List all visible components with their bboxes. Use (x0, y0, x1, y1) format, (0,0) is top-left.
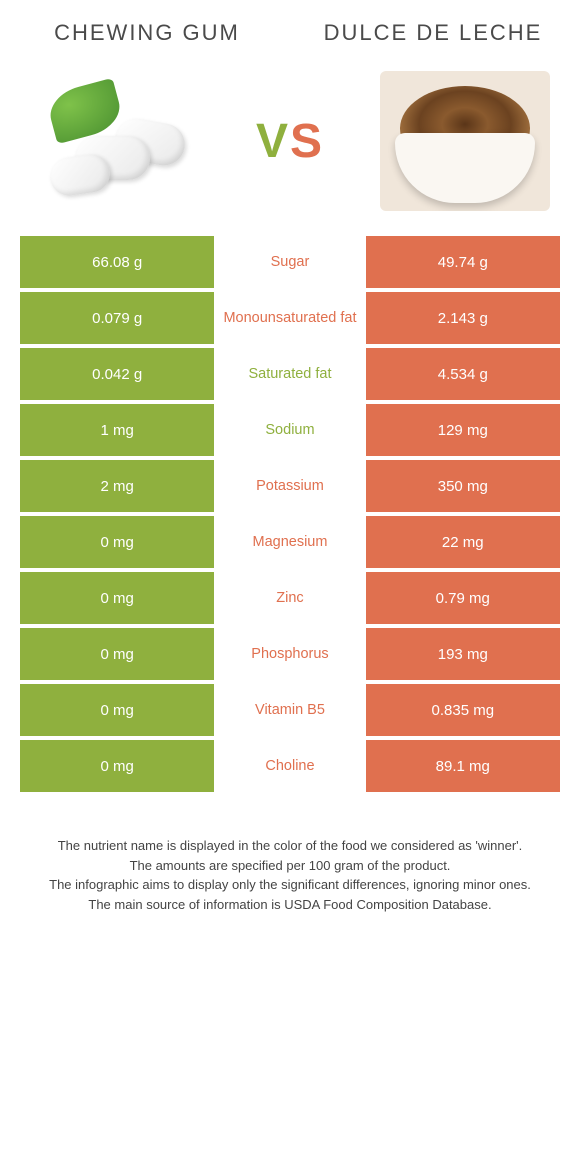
vs-label: VS (256, 114, 324, 169)
nutrient-label: Potassium (214, 460, 365, 512)
nutrient-label: Sugar (214, 236, 365, 288)
right-value: 0.835 mg (366, 684, 560, 736)
image-row: VS (0, 56, 580, 236)
header: CHEWING GUM DULCE DE LECHE (0, 0, 580, 56)
chewing-gum-icon (35, 81, 195, 201)
left-value: 0 mg (20, 684, 214, 736)
footer-line: The nutrient name is displayed in the co… (30, 836, 550, 856)
nutrient-label: Choline (214, 740, 365, 792)
right-value: 4.534 g (366, 348, 560, 400)
nutrient-label: Vitamin B5 (214, 684, 365, 736)
left-value: 2 mg (20, 460, 214, 512)
table-row: 2 mgPotassium350 mg (20, 460, 560, 512)
nutrient-label: Zinc (214, 572, 365, 624)
left-image (20, 66, 210, 216)
left-value: 0.042 g (20, 348, 214, 400)
footer-line: The infographic aims to display only the… (30, 875, 550, 895)
footer-notes: The nutrient name is displayed in the co… (0, 796, 580, 944)
right-value: 0.79 mg (366, 572, 560, 624)
nutrient-label: Monounsaturated fat (214, 292, 365, 344)
right-value: 193 mg (366, 628, 560, 680)
right-value: 350 mg (366, 460, 560, 512)
table-row: 0 mgMagnesium22 mg (20, 516, 560, 568)
table-row: 0 mgPhosphorus193 mg (20, 628, 560, 680)
right-value: 22 mg (366, 516, 560, 568)
table-row: 1 mgSodium129 mg (20, 404, 560, 456)
left-value: 66.08 g (20, 236, 214, 288)
table-row: 0.042 gSaturated fat4.534 g (20, 348, 560, 400)
dulce-de-leche-icon (380, 71, 550, 211)
nutrient-label: Sodium (214, 404, 365, 456)
table-row: 0 mgZinc0.79 mg (20, 572, 560, 624)
table-row: 0 mgCholine89.1 mg (20, 740, 560, 792)
footer-line: The amounts are specified per 100 gram o… (30, 856, 550, 876)
table-row: 0.079 gMonounsaturated fat2.143 g (20, 292, 560, 344)
left-value: 0 mg (20, 628, 214, 680)
left-value: 0.079 g (20, 292, 214, 344)
table-row: 0 mgVitamin B50.835 mg (20, 684, 560, 736)
vs-v: V (256, 115, 290, 168)
comparison-table: 66.08 gSugar49.74 g0.079 gMonounsaturate… (0, 236, 580, 792)
left-value: 1 mg (20, 404, 214, 456)
right-title: DULCE DE LECHE (316, 20, 550, 46)
nutrient-label: Magnesium (214, 516, 365, 568)
left-value: 0 mg (20, 572, 214, 624)
right-value: 49.74 g (366, 236, 560, 288)
left-value: 0 mg (20, 516, 214, 568)
left-value: 0 mg (20, 740, 214, 792)
right-value: 129 mg (366, 404, 560, 456)
nutrient-label: Phosphorus (214, 628, 365, 680)
right-value: 89.1 mg (366, 740, 560, 792)
footer-line: The main source of information is USDA F… (30, 895, 550, 915)
vs-s: S (290, 115, 324, 168)
left-title: CHEWING GUM (30, 20, 264, 46)
nutrient-label: Saturated fat (214, 348, 365, 400)
right-image (370, 66, 560, 216)
table-row: 66.08 gSugar49.74 g (20, 236, 560, 288)
right-value: 2.143 g (366, 292, 560, 344)
